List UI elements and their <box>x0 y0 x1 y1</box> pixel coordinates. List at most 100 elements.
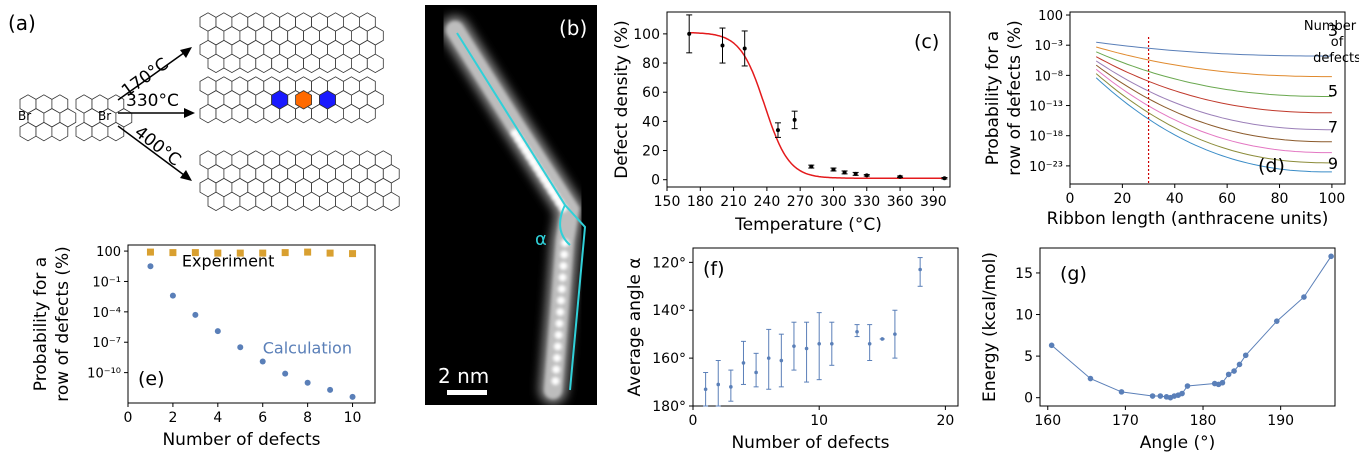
legend-title-2: of <box>1331 35 1344 50</box>
series-line-n2 <box>1096 41 1332 57</box>
y-tick-label: 5 <box>1024 349 1033 365</box>
y-tick-label: 120° <box>652 255 686 271</box>
scalebar-label: 2 nm <box>438 364 489 388</box>
calculation-point <box>237 344 244 351</box>
calculation-point <box>349 393 356 400</box>
axes-frame <box>1039 247 1336 407</box>
hexagon <box>319 53 336 74</box>
y-tick-label: 10⁻¹⁰ <box>87 367 121 382</box>
series-line-n6 <box>1095 60 1332 131</box>
data-point <box>853 171 858 176</box>
data-point <box>1149 393 1156 399</box>
hexagon <box>342 103 360 124</box>
data-point <box>1242 352 1249 359</box>
chart-g: 160 170 180 190 0 5 10 15 Angle (°) Energy (kcal/… <box>980 247 1336 453</box>
x-tick-label: 210 <box>720 194 747 210</box>
x-tick-label: 40 <box>1166 191 1184 207</box>
experiment-point <box>259 249 267 257</box>
data-point <box>864 173 869 178</box>
calculation-point <box>327 386 334 393</box>
data-point <box>1184 383 1191 389</box>
series-line-n7 <box>1095 64 1332 143</box>
arrowhead-400 <box>180 170 192 181</box>
x-tick-label: 2 <box>168 410 177 426</box>
legend-number: 5 <box>1328 81 1338 100</box>
x-tick-label: 10 <box>344 410 362 426</box>
data-point <box>703 387 708 392</box>
hexagon <box>271 53 289 74</box>
temp-330: 330°C <box>126 91 179 111</box>
y-tick-label: 10⁻¹³ <box>1029 100 1063 115</box>
bright-spot <box>553 354 561 362</box>
hexagon <box>199 103 217 124</box>
experiment-point <box>236 249 244 257</box>
x-tick-label: 180 <box>687 194 714 210</box>
x-axis-label: Number of defects <box>731 433 889 453</box>
y-tick-label: 10⁻³ <box>1034 39 1063 54</box>
legend-title-3: defects <box>1313 51 1359 66</box>
experiment-point <box>146 248 154 256</box>
hexagon <box>319 191 336 212</box>
bright-spot <box>560 250 569 259</box>
experiment-point <box>214 249 222 257</box>
x-tick-label: 20 <box>1113 191 1131 207</box>
data-point <box>817 341 821 346</box>
data-point <box>830 341 834 346</box>
data-point <box>687 31 692 36</box>
y-tick-label: 60 <box>642 85 660 101</box>
data-point <box>1225 371 1232 378</box>
series-line-n4 <box>1095 51 1332 97</box>
y-tick-label: 10⁻¹ <box>92 275 121 290</box>
data-point <box>867 341 872 346</box>
hexagon <box>358 103 376 124</box>
x-tick-label: 4 <box>213 410 222 426</box>
hexagon <box>223 191 241 212</box>
defect-hexagon-orange <box>295 90 313 110</box>
y-tick-label: 80 <box>642 56 660 72</box>
data-point <box>1179 390 1185 397</box>
x-tick-label: 190 <box>1267 413 1294 429</box>
calculation-point <box>304 379 311 386</box>
y-tick-label: 100 <box>96 245 121 260</box>
data-point <box>1231 368 1237 374</box>
series-line-n9 <box>1095 73 1332 164</box>
hexagon <box>271 191 289 212</box>
calculation-point <box>169 292 176 299</box>
y-tick-label: 10⁻⁸ <box>1034 69 1063 84</box>
data-point <box>942 176 947 181</box>
chart-d: 0 20 40 60 80 100 10⁻²³ 10⁻¹⁸ 10⁻¹³ 10⁻⁸ 10⁻³ 100 Ri… <box>983 9 1359 229</box>
axes-frame <box>666 11 951 188</box>
x-tick-label: 300 <box>820 194 847 210</box>
x-tick-label: 6 <box>258 410 267 426</box>
data-point <box>779 358 784 363</box>
panel-c-label: (c) <box>914 31 939 53</box>
y-tick-label: 10⁻²³ <box>1029 160 1063 175</box>
bright-spot <box>556 308 565 316</box>
arrowhead-330 <box>184 108 195 118</box>
data-point <box>842 170 847 175</box>
data-point <box>1087 375 1094 382</box>
data-point <box>804 346 809 351</box>
experiment-point <box>169 249 177 257</box>
data-point <box>880 337 885 341</box>
chart-c: 150 180 210 240 270 300 330 360 390 0 20 40 60 80 100 T… <box>612 11 951 235</box>
x-tick-label: 360 <box>887 194 914 210</box>
hexagon <box>51 121 69 142</box>
defect-hexagon-blue <box>271 90 289 110</box>
data-point <box>720 43 725 48</box>
bright-spot <box>554 331 563 339</box>
calculation-point <box>282 370 289 377</box>
data-point <box>855 329 859 334</box>
panel-a-scheme: (a) Br Br 170°C 330°C 400°C <box>8 11 400 212</box>
angle-alpha-label: α <box>535 229 547 250</box>
panel-d-label: (d) <box>1258 155 1285 177</box>
x-tick-label: 0 <box>689 413 698 429</box>
data-point <box>766 356 771 360</box>
experiment-point <box>304 248 312 256</box>
y-axis-label-line-1: Probability for a <box>31 257 51 391</box>
x-tick-label: 330 <box>853 194 880 210</box>
x-axis-label: Number of defects <box>162 430 320 450</box>
data-point <box>1157 393 1164 399</box>
y-tick-label: 15 <box>1015 266 1033 282</box>
x-tick-label: 0 <box>124 410 133 426</box>
